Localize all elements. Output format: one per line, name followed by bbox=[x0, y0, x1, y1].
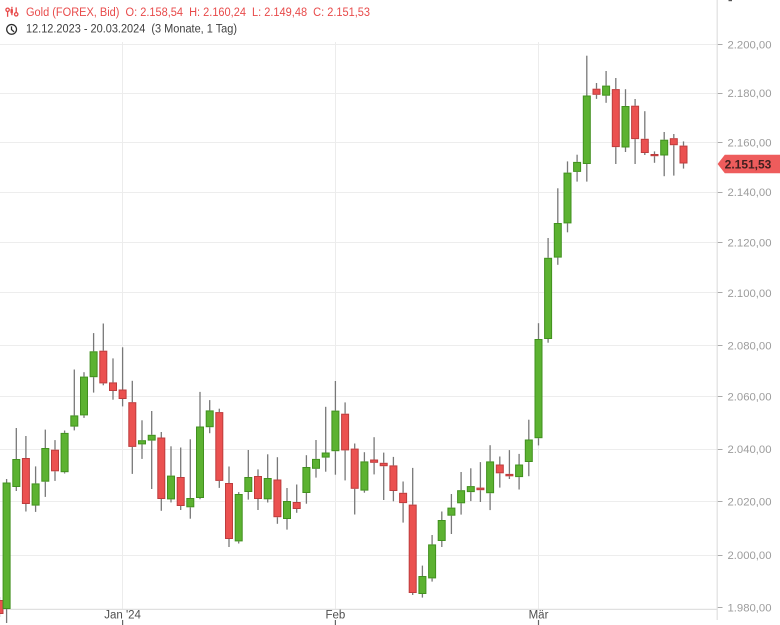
svg-text:2.151,53: 2.151,53 bbox=[725, 157, 772, 171]
svg-text:Gold (FOREX, Bid) O: 2.158,54: Gold (FOREX, Bid) O: 2.158,54 H: 2.160,2… bbox=[26, 5, 370, 19]
svg-text:2.140,00: 2.140,00 bbox=[728, 187, 772, 199]
svg-text:2.000,00: 2.000,00 bbox=[728, 550, 772, 562]
svg-text:2.180,00: 2.180,00 bbox=[728, 88, 772, 100]
svg-text:2.020,00: 2.020,00 bbox=[728, 497, 772, 509]
svg-text:2.100,00: 2.100,00 bbox=[728, 288, 772, 300]
svg-text:12.12.2023 - 20.03.2024 (3 Mo: 12.12.2023 - 20.03.2024 (3 Monate, 1 Tag… bbox=[26, 22, 237, 36]
svg-text:Jan '24: Jan '24 bbox=[104, 610, 141, 622]
svg-text:2.200,00: 2.200,00 bbox=[728, 39, 772, 51]
svg-text:2.040,00: 2.040,00 bbox=[728, 444, 772, 456]
svg-text:2.120,00: 2.120,00 bbox=[728, 237, 772, 249]
svg-text:Mär: Mär bbox=[529, 610, 549, 622]
svg-text:2.080,00: 2.080,00 bbox=[728, 340, 772, 352]
svg-text:Feb: Feb bbox=[325, 610, 345, 622]
svg-text:2.160,00: 2.160,00 bbox=[728, 138, 772, 150]
svg-text:2.060,00: 2.060,00 bbox=[728, 391, 772, 403]
svg-text:1.980,00: 1.980,00 bbox=[728, 603, 772, 615]
